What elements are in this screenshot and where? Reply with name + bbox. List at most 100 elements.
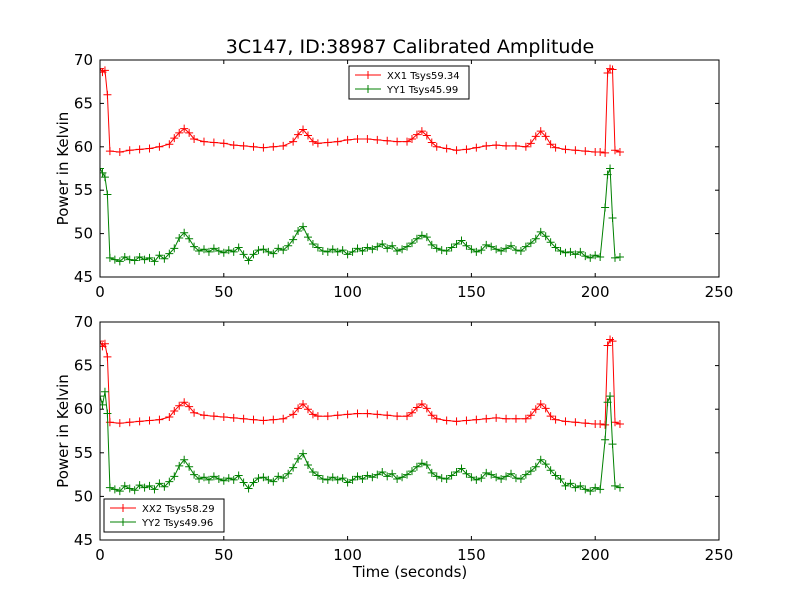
data-point-marker: [135, 481, 144, 490]
data-point-marker: [100, 173, 109, 182]
data-point-marker: [608, 337, 617, 346]
data-point-marker: [110, 255, 119, 264]
data-point-marker: [135, 145, 144, 154]
data-point-marker: [308, 467, 317, 476]
data-point-marker: [115, 419, 124, 428]
data-point-marker: [165, 413, 174, 422]
y-tick-label: 60: [74, 400, 93, 418]
y-tick-label: 60: [74, 138, 93, 156]
x-tick-label: 250: [705, 546, 734, 564]
data-point-marker: [611, 253, 620, 262]
data-point-marker: [313, 243, 322, 252]
data-point-marker: [249, 250, 258, 259]
data-point-marker: [492, 141, 501, 150]
x-tick-label: 200: [581, 283, 610, 301]
data-point-marker: [442, 416, 451, 425]
data-point-marker: [502, 141, 511, 150]
data-point-marker: [427, 411, 436, 420]
data-point-marker: [422, 461, 431, 470]
data-point-marker: [249, 478, 258, 487]
data-point-marker: [417, 459, 426, 468]
data-point-marker: [487, 242, 496, 251]
x-tick-label: 50: [214, 283, 233, 301]
series-line: [100, 68, 621, 154]
data-point-marker: [531, 132, 540, 141]
data-point-marker: [155, 415, 164, 424]
data-point-marker: [125, 418, 134, 427]
data-point-marker: [105, 253, 114, 262]
data-point-marker: [452, 467, 461, 476]
data-point-marker: [100, 164, 104, 173]
data-point-marker: [586, 253, 595, 262]
data-point-marker: [462, 145, 471, 154]
data-point-marker: [259, 416, 268, 425]
data-point-marker: [115, 257, 124, 266]
data-point-marker: [190, 470, 199, 479]
top-panel: 0 50 100 150 200 250 45 50 55 60 65 70 Power in Kelv…: [54, 51, 733, 301]
data-point-marker: [175, 401, 184, 410]
data-point-marker: [264, 475, 273, 484]
data-point-marker: [541, 132, 550, 141]
data-point-marker: [398, 473, 407, 482]
data-point-marker: [209, 138, 218, 147]
data-point-marker: [279, 246, 288, 255]
data-point-marker: [160, 482, 169, 491]
data-point-marker: [269, 142, 278, 151]
data-point-marker: [536, 455, 545, 464]
data-point-marker: [383, 472, 392, 481]
data-point-marker: [190, 134, 199, 143]
x-tick-label: 0: [95, 546, 105, 564]
legend-marker: [364, 85, 372, 93]
data-point-marker: [165, 249, 174, 258]
data-point-marker: [120, 481, 129, 490]
data-point-marker: [199, 473, 208, 482]
legend-label: YY1 Tsys45.99: [386, 85, 458, 96]
data-point-marker: [521, 470, 530, 479]
data-point-marker: [457, 464, 466, 473]
axes-frame: [99, 321, 720, 541]
data-point-marker: [417, 231, 426, 240]
data-point-marker: [363, 471, 372, 480]
data-point-marker: [254, 474, 263, 483]
data-point-marker: [303, 461, 312, 470]
data-point-marker: [541, 232, 550, 241]
data-point-marker: [541, 460, 550, 469]
data-point-marker: [581, 419, 590, 428]
data-point-marker: [103, 409, 112, 418]
y-tick-label: 50: [74, 225, 93, 243]
data-point-marker: [511, 414, 520, 423]
data-point-marker: [343, 410, 352, 419]
data-point-marker: [477, 474, 486, 483]
data-point-marker: [492, 413, 501, 422]
data-point-marker: [145, 416, 154, 425]
data-point-marker: [571, 483, 580, 492]
legend-marker: [364, 71, 372, 79]
data-point-marker: [526, 467, 535, 476]
data-point-marker: [521, 242, 530, 251]
data-point-marker: [608, 213, 617, 222]
y-tick-label: 55: [74, 181, 93, 199]
data-point-marker: [611, 146, 620, 155]
data-point-marker: [100, 339, 109, 348]
data-point-marker: [185, 234, 194, 243]
data-point-marker: [294, 454, 303, 463]
legend: XX1 Tsys59.34 YY1 Tsys45.99: [348, 65, 470, 100]
data-point-marker: [427, 240, 436, 249]
data-point-marker: [140, 483, 149, 492]
data-point-marker: [403, 412, 412, 421]
data-point-marker: [313, 471, 322, 480]
data-point-marker: [487, 470, 496, 479]
data-point-marker: [472, 143, 481, 152]
data-point-marker: [338, 246, 347, 255]
data-point-marker: [279, 141, 288, 150]
data-point-marker: [170, 472, 179, 481]
data-point-marker: [358, 246, 367, 255]
data-point-marker: [279, 414, 288, 423]
data-point-marker: [140, 255, 149, 264]
data-point-marker: [561, 417, 570, 426]
data-point-marker: [219, 413, 228, 422]
data-point-marker: [333, 475, 342, 484]
data-point-marker: [214, 246, 223, 255]
data-point-marker: [388, 241, 397, 250]
